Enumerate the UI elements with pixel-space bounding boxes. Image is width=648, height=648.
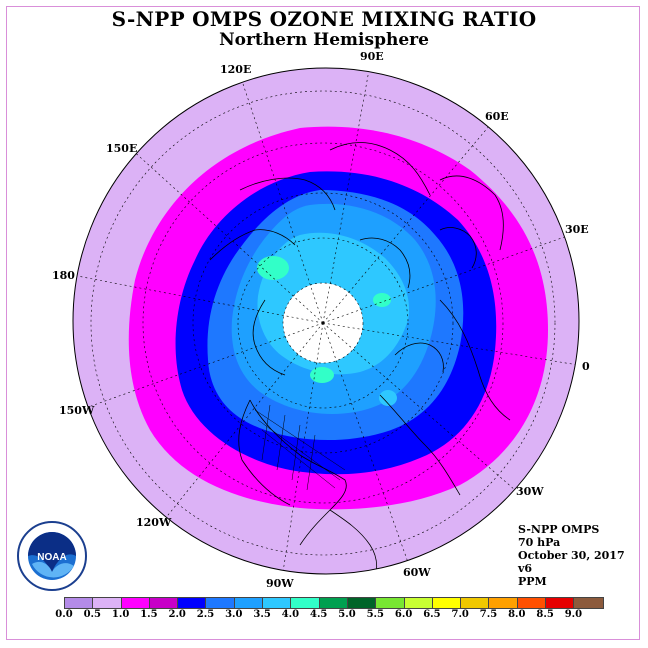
colorbar-swatch: [149, 598, 179, 608]
coastlines: [209, 142, 511, 574]
colorbar-tick-label: 7.5: [479, 609, 498, 620]
colorbar-tick-label: 2.5: [196, 609, 215, 620]
map-subtitle: Northern Hemisphere: [219, 30, 429, 50]
colorbar-tick-label: 2.0: [168, 609, 186, 620]
colorbar-swatch: [319, 598, 348, 608]
info-date: October 30, 2017: [518, 549, 625, 562]
colorbar-swatch: [517, 598, 547, 608]
colorbar-swatch: [291, 598, 320, 608]
logo-text: NOAA: [37, 552, 66, 563]
contour-4-0-b: [373, 293, 391, 307]
contour-4-0-a: [257, 256, 289, 280]
colorbar-tick-label: 8.5: [536, 609, 554, 620]
colorbar-swatch: [461, 598, 490, 608]
info-block: S-NPP OMPS 70 hPa October 30, 2017 v6 PP…: [518, 523, 625, 588]
colorbar-ticks: 0.0 0.5 1.0 1.5 2.0 2.5 3.0 3.5 4.0 4.5 5.0 5.5 6.0 6…: [0, 609, 648, 623]
lon-label-30w: 30W: [516, 485, 544, 498]
colorbar-tick-label: 7.0: [451, 609, 469, 620]
colorbar-swatch: [404, 598, 433, 608]
colorbar-swatch: [376, 598, 405, 608]
colorbar-swatch: [121, 598, 150, 608]
colorbar-swatch: [347, 598, 377, 608]
info-units: PPM: [518, 575, 547, 588]
colorbar: [64, 597, 604, 609]
state-boundaries: [254, 404, 346, 491]
figure-frame: [6, 6, 640, 640]
colorbar-tick-label: 0.5: [83, 609, 101, 620]
lon-label-90e: 90E: [360, 50, 384, 63]
colorbar-tick-label: 1.0: [111, 609, 130, 620]
lon-label-120e: 120E: [220, 63, 251, 76]
lon-label-150e: 150E: [106, 142, 137, 155]
colorbar-tick-label: 9.0: [564, 609, 583, 620]
colorbar-tick-label: 8.0: [508, 609, 526, 620]
colorbar-swatch: [65, 598, 94, 608]
colorbar-tick-label: 5.0: [338, 609, 356, 620]
colorbar-tick-label: 6.5: [423, 609, 441, 620]
latitude-circles: [90, 90, 556, 556]
colorbar-tick-label: 1.5: [140, 609, 158, 620]
info-level: 70 hPa: [518, 536, 561, 549]
colorbar-tick-label: 5.5: [366, 609, 384, 620]
colorbar-swatch: [263, 598, 292, 608]
noaa-logo-icon: NOAA: [17, 521, 87, 591]
meridians: [73, 69, 579, 574]
map-title: S-NPP OMPS OZONE MIXING RATIO: [111, 7, 537, 31]
contour-3-5-b: [379, 390, 397, 406]
lon-label-150w: 150W: [59, 404, 95, 417]
lon-label-90w: 90W: [266, 577, 294, 590]
colorbar-swatch: [206, 598, 235, 608]
map-border: [72, 67, 580, 575]
info-instrument: S-NPP OMPS: [518, 523, 600, 536]
lon-label-180: 180: [52, 269, 75, 282]
colorbar-swatch: [234, 598, 264, 608]
colorbar-swatch: [93, 598, 122, 608]
colorbar-swatch: [432, 598, 462, 608]
lon-label-60w: 60W: [403, 566, 431, 579]
info-version: v6: [518, 562, 533, 575]
colorbar-swatch: [178, 598, 207, 608]
contour-4-0-c: [310, 367, 334, 383]
colorbar-swatch: [546, 598, 575, 608]
colorbar-tick-label: 0.0: [55, 609, 73, 620]
lon-label-60e: 60E: [485, 110, 509, 123]
lon-label-0: 0: [582, 360, 590, 373]
colorbar-tick-label: 6.0: [394, 609, 413, 620]
colorbar-swatch: [489, 598, 518, 608]
colorbar-swatch: [574, 598, 603, 608]
colorbar-tick-label: 3.5: [253, 609, 271, 620]
colorbar-tick-label: 4.0: [281, 609, 300, 620]
lon-label-120w: 120W: [136, 516, 172, 529]
colorbar-tick-label: 4.5: [309, 609, 328, 620]
colorbar-tick-label: 3.0: [225, 609, 243, 620]
lon-label-30e: 30E: [565, 223, 589, 236]
